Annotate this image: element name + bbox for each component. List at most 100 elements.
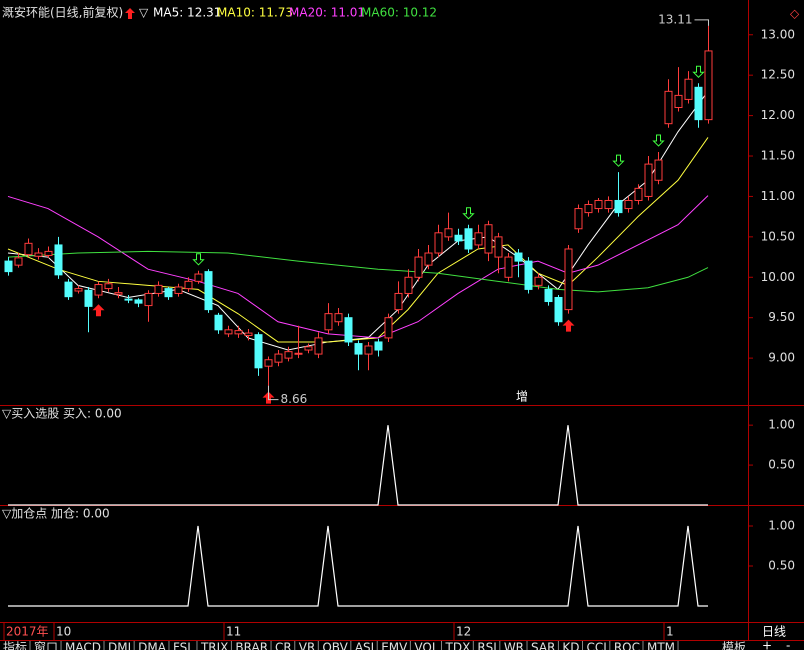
zoom-out[interactable]: -	[786, 639, 790, 650]
candle	[414, 248, 423, 282]
y-tick-label: 13.00	[761, 27, 795, 41]
candle-body	[554, 296, 563, 323]
candle-body	[594, 199, 603, 210]
legend-entry: MA5: 12.31	[153, 6, 221, 20]
candle-body	[544, 288, 553, 303]
tab[interactable]: OBV	[322, 641, 348, 650]
tab[interactable]: SAR	[531, 641, 555, 650]
candle	[494, 232, 503, 274]
tab[interactable]: CCI	[587, 641, 607, 650]
candle-body	[374, 341, 383, 351]
zoom-in[interactable]: +	[762, 639, 772, 650]
tab[interactable]: DMI	[108, 641, 131, 650]
y-tick-label: 11.00	[761, 189, 795, 203]
candle	[134, 298, 143, 308]
settings-icon[interactable]: ◇	[790, 7, 800, 21]
tab[interactable]: CR	[275, 641, 292, 650]
tab[interactable]: DMA	[138, 641, 167, 650]
candle	[284, 346, 293, 362]
ma-line	[7, 195, 709, 339]
candle-body	[134, 299, 143, 304]
candle	[294, 325, 303, 359]
candle	[474, 224, 483, 249]
period-label: 日线	[762, 625, 786, 639]
candle	[224, 325, 233, 338]
tab[interactable]: WR	[504, 641, 524, 650]
add-arrow	[192, 253, 205, 266]
tab[interactable]: KD	[562, 641, 579, 650]
tab[interactable]: 窗口	[34, 641, 58, 650]
candle-body	[344, 317, 353, 343]
candle	[304, 343, 313, 354]
candle	[664, 79, 673, 128]
annotation-label: 13.11	[658, 12, 692, 26]
candle	[74, 285, 83, 294]
candle-body	[534, 276, 543, 286]
candle-body	[264, 359, 273, 367]
title-glyph: ▽	[139, 6, 149, 20]
candle	[244, 329, 253, 341]
candle	[534, 273, 543, 290]
candle	[574, 204, 583, 233]
tab[interactable]: VR	[299, 641, 316, 650]
candle-body	[524, 260, 533, 290]
tab[interactable]: 指标	[3, 640, 27, 650]
tab[interactable]: MACD	[65, 641, 101, 650]
buy-arrow	[562, 319, 575, 332]
tab[interactable]: EMV	[381, 641, 408, 650]
candle-body	[384, 317, 393, 339]
candle	[154, 281, 163, 297]
candle	[394, 281, 403, 314]
candle-body	[84, 289, 93, 307]
candle-body	[484, 224, 493, 254]
candle	[614, 172, 623, 217]
add-arrow	[612, 154, 625, 167]
candle	[254, 332, 263, 376]
candle	[334, 307, 343, 326]
add-arrow	[652, 134, 665, 147]
tab[interactable]: VOL	[414, 641, 438, 650]
tab[interactable]: BRAR	[235, 641, 268, 650]
candle-body	[514, 252, 523, 262]
candle	[144, 290, 153, 322]
candle	[274, 350, 283, 367]
candle	[324, 303, 333, 334]
candle-body	[564, 248, 573, 311]
candle	[94, 281, 103, 299]
candle-body	[474, 232, 483, 246]
candle-body	[614, 199, 623, 214]
candle	[504, 253, 513, 282]
tab[interactable]: TDX	[445, 641, 471, 650]
candle	[544, 285, 553, 306]
ma-line	[7, 250, 709, 293]
candle-body	[494, 236, 503, 258]
candle	[594, 198, 603, 213]
candle-body	[324, 313, 333, 331]
y-tick-label: 0.50	[768, 458, 795, 472]
candle	[4, 257, 13, 276]
candle-body	[644, 163, 653, 197]
y-tick-label: 1.00	[768, 519, 795, 533]
candle-body	[624, 199, 633, 210]
template-tab[interactable]: 模板	[722, 641, 746, 650]
candle-body	[124, 298, 133, 301]
candle-body	[14, 257, 23, 266]
candle	[674, 67, 683, 112]
candle	[694, 83, 703, 128]
candle-body	[204, 271, 213, 311]
candle-body	[504, 256, 513, 278]
candle-body	[24, 242, 33, 256]
tab[interactable]: RSI	[477, 641, 497, 650]
tab[interactable]: ASI	[355, 641, 374, 650]
candle	[564, 244, 573, 314]
tab[interactable]: TRIX	[200, 641, 228, 650]
tab[interactable]: ROC	[614, 641, 640, 650]
annotation-arrow	[694, 19, 709, 26]
candle	[214, 312, 223, 334]
candle	[264, 356, 273, 386]
tab[interactable]: FSL	[173, 641, 194, 650]
candle-body	[274, 353, 283, 363]
tab[interactable]: MTM	[647, 641, 675, 650]
candle-body	[404, 276, 413, 294]
